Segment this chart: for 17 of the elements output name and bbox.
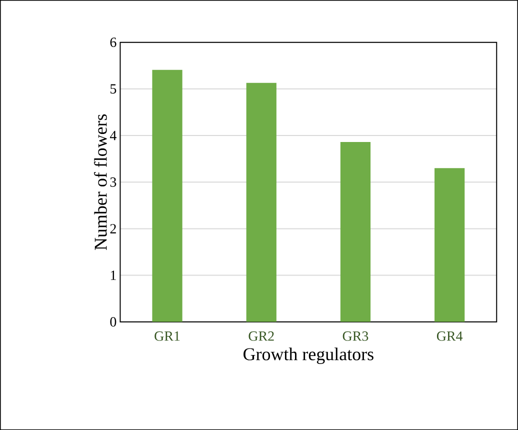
x-tick-label: GR1 — [154, 331, 180, 341]
y-tick-label: 3 — [110, 177, 116, 187]
y-tick-label: 5 — [110, 84, 116, 94]
y-tick-label: 0 — [110, 317, 116, 327]
bar — [152, 70, 182, 322]
y-tick-label: 6 — [110, 38, 116, 47]
x-tick-label: GR3 — [342, 331, 368, 341]
bar — [434, 168, 465, 322]
bar — [340, 142, 371, 322]
x-tick-label: GR2 — [248, 331, 274, 341]
x-axis-title: Growth regulators — [244, 348, 374, 364]
y-tick-label: 2 — [110, 224, 116, 234]
bar — [246, 82, 276, 322]
y-tick-label: 4 — [110, 130, 116, 140]
y-axis-title: Number of flowers — [94, 114, 107, 250]
x-tick-label: GR4 — [436, 331, 463, 341]
y-tick-label: 1 — [110, 270, 116, 280]
